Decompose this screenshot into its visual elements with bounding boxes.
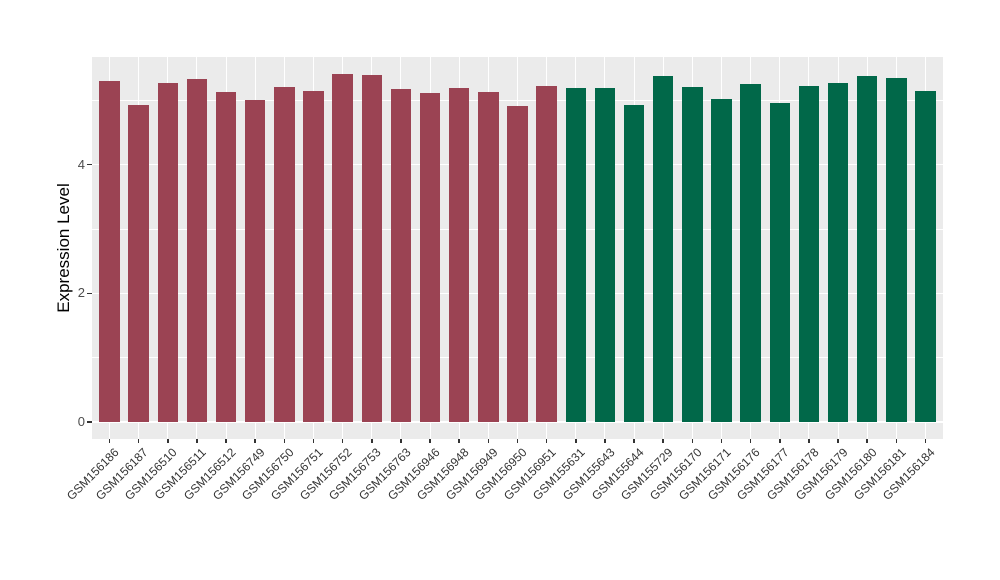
x-tick: [283, 439, 286, 443]
x-tick: [866, 439, 868, 443]
y-tick-label: 0: [77, 414, 85, 429]
x-tick: [779, 439, 781, 443]
bar-GSM156753: [361, 75, 383, 422]
y-gridline-minor: [92, 99, 943, 101]
bar-GSM156180: [856, 75, 878, 422]
y-tick: [87, 421, 92, 423]
x-tick: [167, 439, 169, 443]
bar-GSM155644: [623, 105, 645, 422]
x-tick: [487, 439, 490, 443]
x-tick: [312, 439, 315, 443]
x-tick: [516, 439, 519, 443]
y-tick: [87, 163, 92, 166]
x-tick: [604, 439, 606, 443]
x-tick: [400, 439, 402, 443]
x-tick: [545, 439, 548, 443]
bar-GSM156949: [478, 91, 499, 422]
x-tick: [662, 439, 664, 443]
bar-GSM156177: [769, 102, 791, 422]
x-tick: [924, 439, 927, 443]
bar-GSM156512: [215, 91, 237, 422]
bar-GSM156749: [244, 100, 266, 422]
bar-GSM156187: [128, 104, 149, 422]
bar-GSM156176: [740, 83, 761, 422]
bar-GSM156763: [390, 89, 412, 422]
x-tick: [691, 439, 694, 443]
bar-GSM156186: [99, 80, 120, 422]
y-tick: [87, 292, 92, 295]
bar-GSM156751: [303, 91, 324, 422]
x-tick: [371, 439, 373, 443]
x-tick: [458, 439, 460, 443]
bar-GSM156178: [798, 86, 820, 422]
x-tick: [108, 439, 111, 443]
y-gridline-major: [92, 421, 943, 423]
bar-GSM156752: [332, 73, 353, 422]
x-tick: [808, 439, 810, 443]
x-tick: [137, 439, 140, 443]
y-tick-label: 4: [77, 156, 85, 172]
bar-GSM156948: [448, 88, 470, 422]
x-tick: [837, 439, 839, 443]
bar-GSM156951: [536, 85, 557, 422]
bar-GSM156950: [507, 106, 528, 422]
bar-GSM156946: [419, 92, 441, 422]
x-tick: [341, 439, 344, 443]
bar-GSM156171: [711, 99, 732, 422]
bar-GSM155643: [594, 88, 616, 422]
x-tick: [225, 439, 227, 443]
x-tick: [429, 439, 431, 443]
bar-GSM156179: [827, 82, 849, 422]
bar-GSM156184: [915, 91, 936, 422]
bar-GSM156511: [186, 79, 208, 422]
plot-panel: [92, 57, 943, 439]
x-tick: [633, 439, 635, 443]
x-tick: [749, 439, 752, 443]
bar-GSM156510: [157, 82, 179, 422]
bar-GSM156170: [682, 87, 703, 422]
y-tick-label: 2: [77, 285, 85, 301]
bar-GSM155631: [565, 88, 587, 422]
x-tick: [895, 439, 898, 443]
x-tick: [196, 439, 198, 443]
x-tick: [720, 439, 723, 443]
x-tick: [254, 439, 256, 443]
x-tick: [575, 439, 577, 443]
bar-GSM156750: [274, 87, 295, 422]
bar-GSM156181: [886, 77, 907, 422]
bar-GSM155729: [652, 76, 674, 422]
